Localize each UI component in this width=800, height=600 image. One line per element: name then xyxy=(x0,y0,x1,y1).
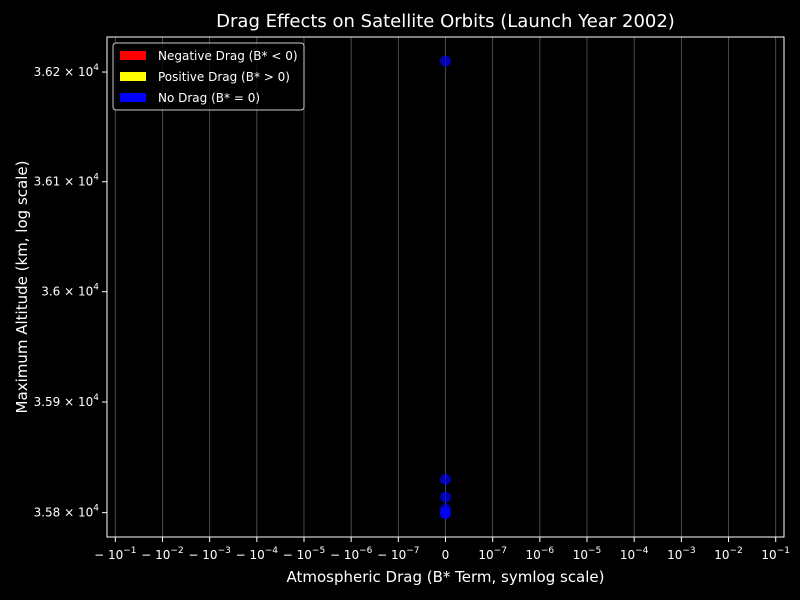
x-tick-label: 10−6 xyxy=(526,546,555,562)
y-tick-label: 3.61 × 104 xyxy=(34,173,100,189)
legend-swatch xyxy=(120,93,146,102)
legend-swatch xyxy=(120,51,146,60)
x-tick-label: − 10−2 xyxy=(141,546,183,562)
x-tick-label: − 10−1 xyxy=(94,546,136,562)
data-point xyxy=(440,473,451,485)
x-tick-label: 0 xyxy=(442,548,450,562)
x-tick-label: 10−1 xyxy=(761,546,790,562)
legend-box xyxy=(112,42,305,111)
y-tick-label: 3.6 × 104 xyxy=(41,283,99,299)
chart-title: Drag Effects on Satellite Orbits (Launch… xyxy=(216,11,675,32)
grid-layer xyxy=(114,37,777,537)
y-tick-label: 3.59 × 104 xyxy=(34,393,100,409)
x-tick-label: 10−3 xyxy=(667,546,696,562)
y-tick-label: 3.58 × 104 xyxy=(34,504,100,520)
data-point xyxy=(440,508,451,520)
x-tick-label: − 10−6 xyxy=(330,546,373,562)
x-axis: − 10−1 − 10−2 − 10−3 − 10−4− 10−5 − 10−6− 10… xyxy=(94,537,790,562)
x-tick-label: − 10−7 xyxy=(377,546,419,562)
data-point xyxy=(440,491,451,503)
y-axis-label: Maximum Altitude (km, log scale) xyxy=(13,161,31,414)
x-tick-label: − 10−5 xyxy=(283,546,325,562)
legend-entry-label: No Drag (B* = 0) xyxy=(158,91,260,105)
x-axis-label: Atmospheric Drag (B* Term, symlog scale) xyxy=(286,568,604,586)
legend: Negative Drag (B* < 0) Positive Drag (B* … xyxy=(112,42,305,111)
data-point xyxy=(440,55,451,67)
legend-entry-label: Negative Drag (B* < 0) xyxy=(158,49,298,63)
y-axis: 3.58 × 104 3.59 × 104 3.6 × 104 3.61 × 104 3… xyxy=(34,63,107,520)
x-tick-label: 10−7 xyxy=(478,546,507,562)
x-tick-label: − 10−4 xyxy=(236,546,279,562)
x-tick-label: 10−4 xyxy=(620,546,649,562)
x-tick-label: 10−5 xyxy=(573,546,602,562)
x-tick-label: − 10−3 xyxy=(188,546,230,562)
legend-entry-label: Positive Drag (B* > 0) xyxy=(158,70,290,84)
points-layer xyxy=(440,55,451,520)
y-tick-label: 3.62 × 104 xyxy=(34,63,100,79)
legend-swatch xyxy=(120,72,146,81)
x-tick-label: 10−2 xyxy=(714,546,743,562)
